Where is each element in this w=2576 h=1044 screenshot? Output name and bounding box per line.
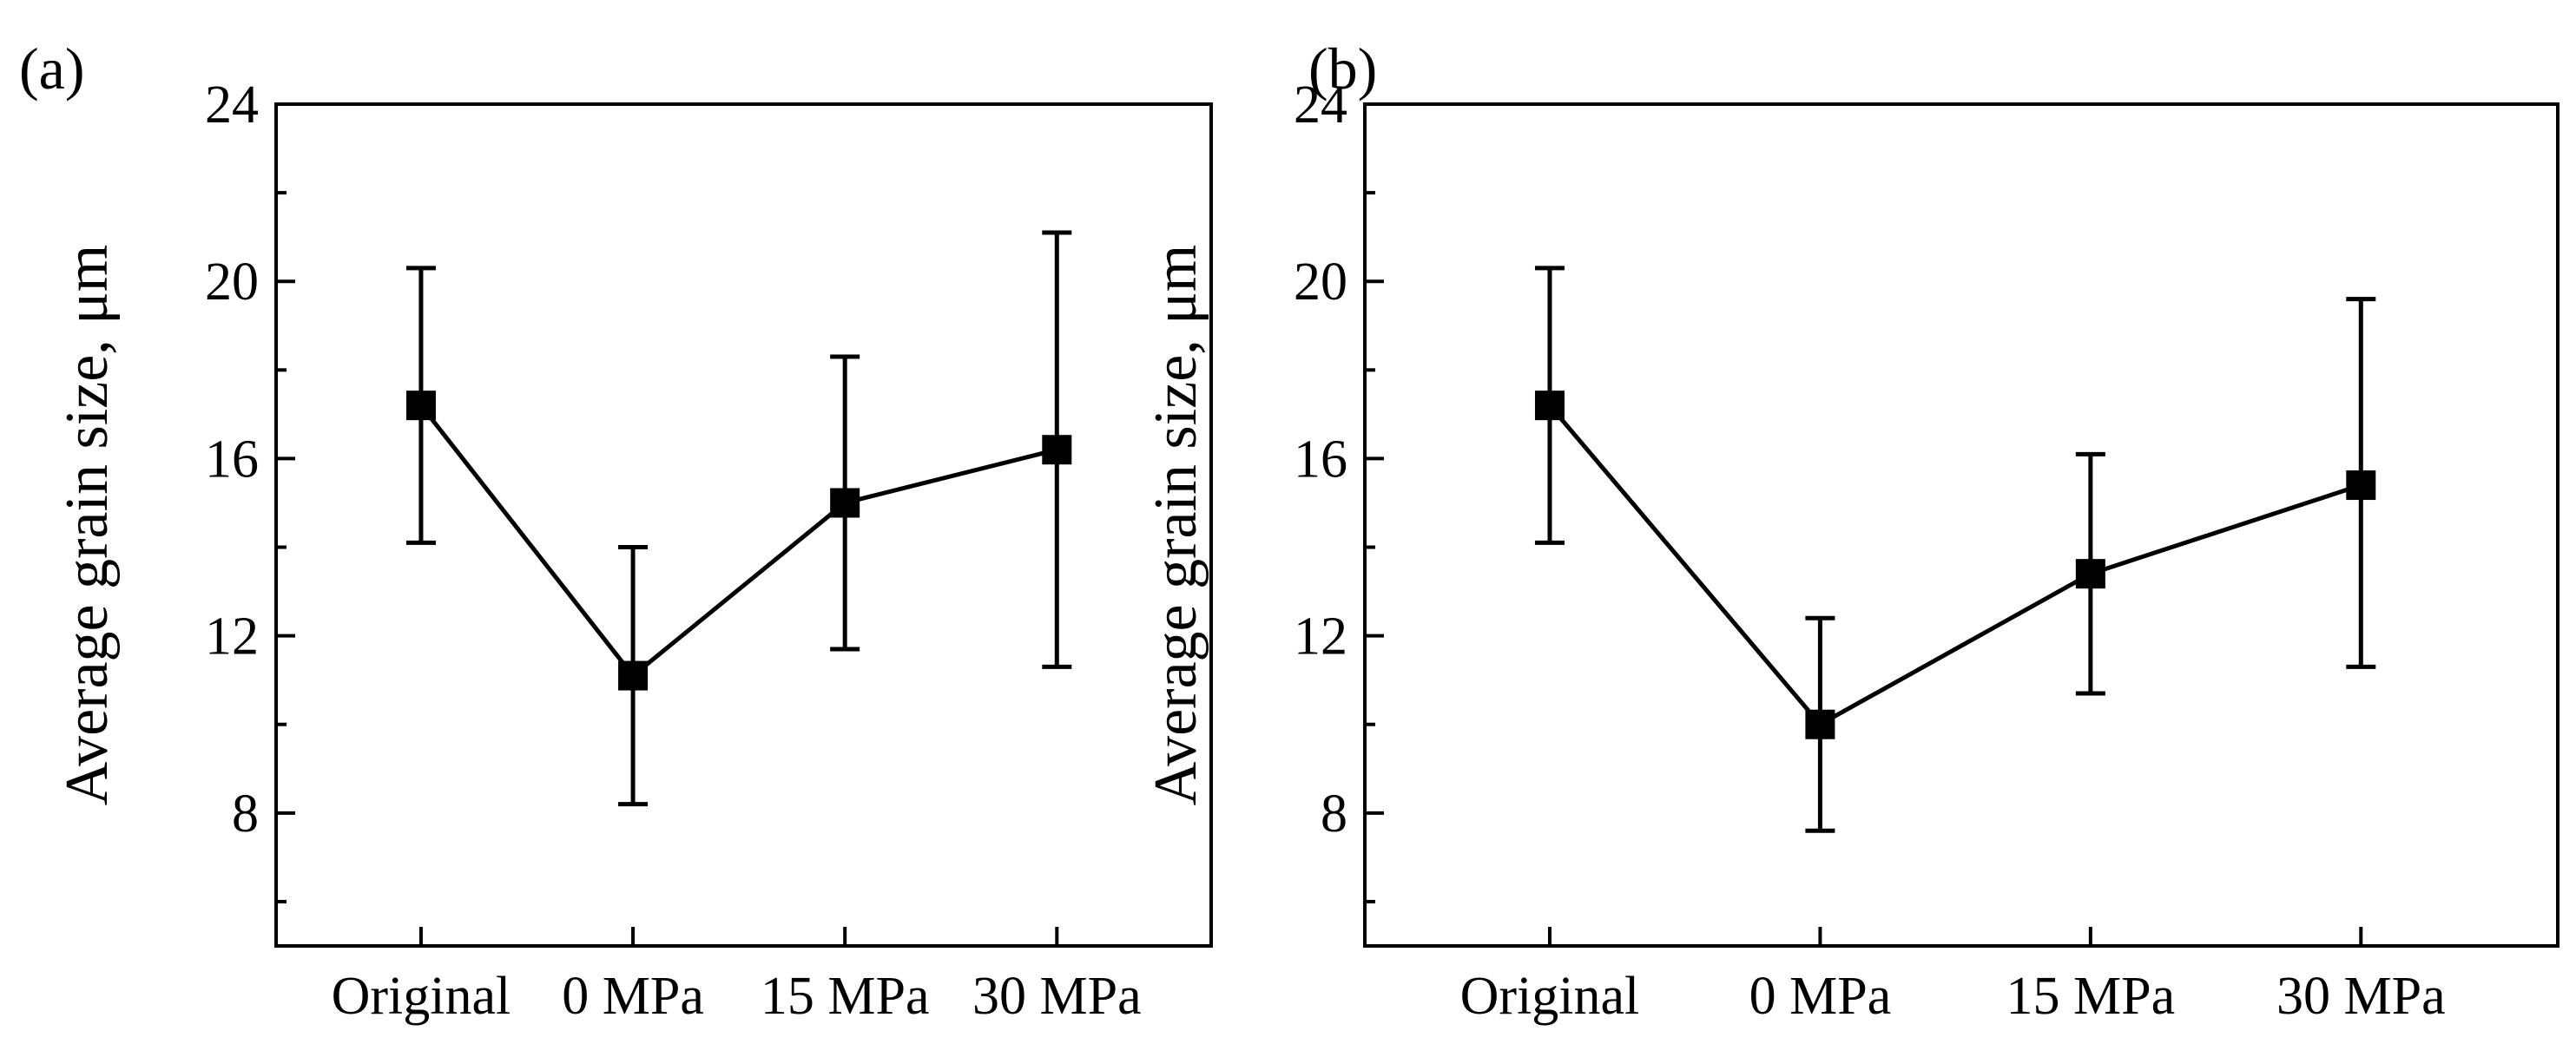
- data-point: [2346, 470, 2376, 501]
- panel-label: (a): [19, 36, 84, 102]
- x-tick-label: 0 MPa: [1749, 967, 1892, 1026]
- data-point: [830, 488, 860, 518]
- data-point: [618, 660, 649, 691]
- y-tick-label: 16: [205, 430, 259, 489]
- x-tick-label: 30 MPa: [2276, 967, 2446, 1026]
- data-point: [1805, 709, 1835, 739]
- data-point: [2075, 559, 2105, 589]
- x-tick-label: Original: [1460, 967, 1640, 1026]
- plot-frame: [274, 102, 1213, 948]
- data-point: [405, 391, 436, 421]
- chart-panel-b: (b) 8 12 16 20 24 Original 0 MPa 15 MPa 30 MPa Ave…: [1143, 36, 2560, 1026]
- y-tick-label: 8: [1321, 785, 1347, 844]
- y-tick-label: 16: [1294, 430, 1347, 489]
- y-tick-label: 24: [1294, 76, 1347, 135]
- y-tick-label: 12: [1294, 607, 1347, 666]
- x-tick-label: 15 MPa: [761, 967, 930, 1026]
- y-tick-label: 20: [205, 253, 259, 312]
- series-line: [418, 404, 1057, 680]
- x-tick-label: 30 MPa: [972, 967, 1142, 1026]
- y-tick-label: 12: [205, 607, 259, 666]
- chart-panel-a: (a) 8 12 16 20 24 Original 0 MPa 15 MPa 30 MPa Ave…: [19, 36, 1213, 1026]
- y-tick-label: 20: [1294, 253, 1347, 312]
- x-tick-label: 0 MPa: [562, 967, 704, 1026]
- data-point: [1534, 391, 1565, 421]
- panel-label: (b): [1308, 36, 1377, 102]
- data-point: [1042, 435, 1072, 465]
- series-line: [1548, 404, 2362, 727]
- y-tick-label: 8: [232, 785, 259, 844]
- plot-frame: [1363, 102, 2560, 948]
- x-tick-label: Original: [332, 967, 511, 1026]
- y-axis-title: Average grain size, μm: [1143, 245, 1209, 806]
- y-axis-title: Average grain size, μm: [54, 245, 121, 806]
- y-tick-label: 24: [205, 76, 259, 135]
- x-tick-label: 15 MPa: [2006, 967, 2176, 1026]
